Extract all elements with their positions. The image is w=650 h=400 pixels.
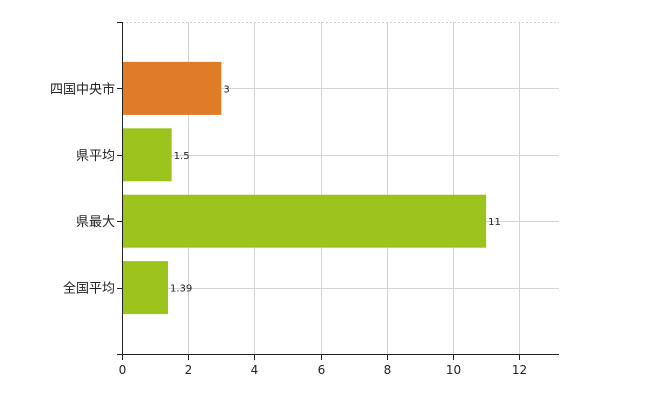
x-tick-label: 8 [384, 363, 392, 377]
category-label: 四国中央市 [50, 81, 115, 97]
axes [117, 22, 559, 360]
x-tick-label: 2 [185, 363, 193, 377]
category-label: 県平均 [76, 149, 115, 164]
data-label: 11 [488, 217, 501, 228]
data-label: 1.5 [174, 151, 190, 162]
grid-lines [122, 22, 559, 354]
x-tick-label: 6 [318, 363, 326, 377]
bar [123, 61, 222, 115]
x-tick-label: 4 [251, 363, 259, 377]
x-tick-label: 0 [119, 363, 127, 377]
labels: 四国中央市 3 県平均 1.5 県最大 11 全国平均 1.39 0 2 4 6 8 10 12 [50, 81, 527, 377]
x-tick-label: 10 [446, 363, 461, 377]
bar [123, 261, 169, 315]
category-label: 県最大 [76, 215, 115, 230]
x-tick-label: 12 [512, 363, 527, 377]
bars [123, 61, 487, 315]
bar [123, 128, 172, 182]
data-label: 3 [223, 84, 229, 95]
data-label: 1.39 [170, 284, 192, 295]
bar [123, 194, 487, 248]
category-label: 全国平均 [63, 281, 115, 297]
